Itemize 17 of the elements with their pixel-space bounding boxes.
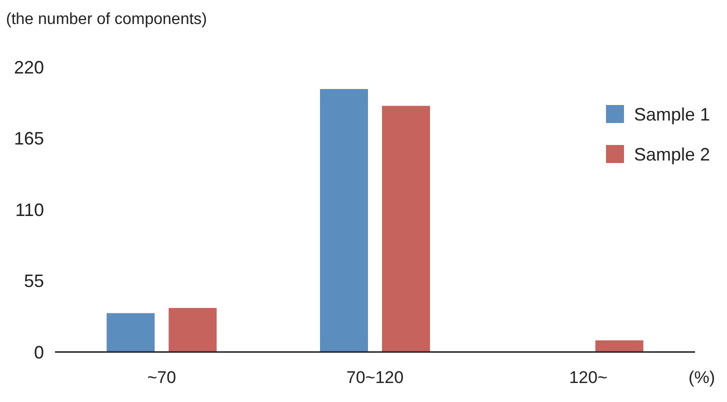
- bar: [106, 313, 155, 352]
- x-tick-label: 70~120: [346, 368, 404, 387]
- bar: [168, 308, 217, 352]
- legend-label: Sample 2: [634, 144, 710, 164]
- y-tick-label: 55: [24, 271, 44, 292]
- y-tick-label: 165: [14, 128, 44, 149]
- x-axis-title: (%): [688, 368, 715, 387]
- legend-label: Sample 1: [634, 104, 710, 124]
- x-tick-label: ~70: [147, 368, 176, 387]
- y-tick-label: 220: [14, 57, 44, 78]
- y-tick-label: 0: [34, 342, 44, 362]
- y-axis-title: (the number of components): [6, 11, 207, 28]
- y-tick-label: 110: [15, 200, 44, 220]
- bar: [320, 89, 368, 352]
- x-tick-label: 120~: [569, 368, 608, 387]
- bar: [595, 340, 644, 352]
- bar: [382, 106, 430, 352]
